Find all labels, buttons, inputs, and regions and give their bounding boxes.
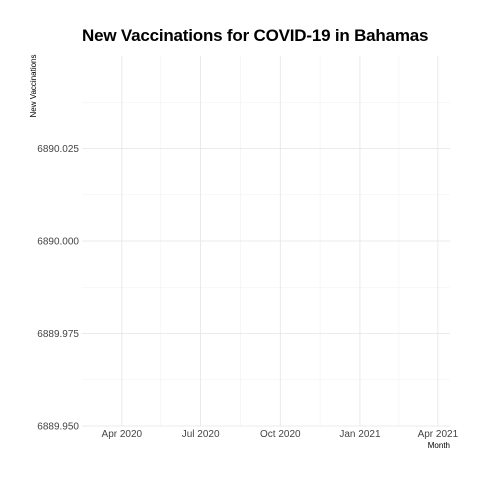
x-tick-label: Apr 2021 [418,429,459,440]
major-gridlines-y [82,148,450,427]
x-tick-label: Apr 2020 [102,429,143,440]
major-gridlines-x [121,56,439,426]
x-tick-label: Jul 2020 [182,429,220,440]
y-tick-label: 6890.000 [37,237,79,248]
y-axis-label: New Vaccinations [29,55,38,118]
y-tick-label: 6890.025 [37,144,79,155]
x-axis-tick-labels: Apr 2020 Jul 2020 Oct 2020 Jan 2021 Apr 2021 [102,429,459,440]
chart-title: New Vaccinations for COVID-19 in Bahamas [82,26,429,45]
x-tick-label: Jan 2021 [339,429,381,440]
y-tick-label: 6889.975 [37,329,79,340]
x-tick-label: Oct 2020 [260,429,301,440]
y-axis-tick-labels: 6889.950 6889.975 6890.000 6890.025 [37,144,79,433]
minor-gridlines-y [82,101,450,381]
y-tick-label: 6889.950 [37,422,79,433]
x-axis-label: Month [428,441,450,450]
